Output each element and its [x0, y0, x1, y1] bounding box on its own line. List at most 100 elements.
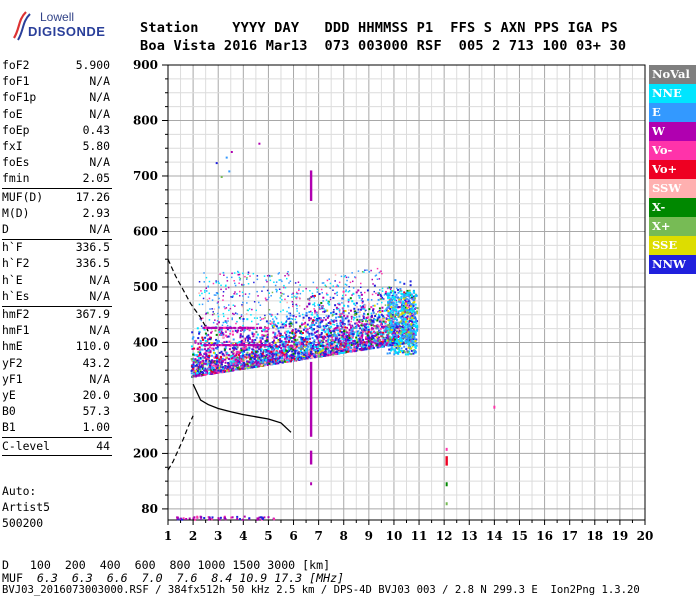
echo-point — [237, 329, 239, 332]
echo-point — [412, 333, 415, 336]
echo-point — [369, 340, 372, 343]
echo-point — [292, 292, 294, 295]
echo-point — [278, 279, 280, 281]
echo-point — [347, 350, 350, 353]
echo-point — [335, 350, 338, 353]
echo-point — [223, 366, 226, 369]
echo-point — [408, 325, 411, 328]
echo-point — [392, 309, 395, 312]
echo-point — [350, 333, 353, 336]
echo-point — [176, 516, 179, 519]
echo-point — [396, 343, 398, 345]
echo-point — [281, 343, 284, 346]
echo-point — [194, 370, 197, 373]
echo-point — [378, 313, 380, 316]
echo-point — [310, 326, 313, 329]
echo-point — [359, 341, 362, 344]
echo-point — [379, 298, 382, 301]
echo-point — [416, 324, 419, 327]
param-row: h`F 336.5 — [2, 240, 110, 256]
echo-point — [329, 296, 332, 299]
echo-point — [286, 351, 289, 354]
echo-point — [359, 327, 362, 330]
echo-point — [286, 331, 289, 334]
echo-point — [212, 347, 215, 350]
echo-point — [383, 329, 386, 332]
echo-point — [287, 345, 290, 348]
echo-point — [278, 346, 281, 348]
echo-point — [274, 335, 277, 338]
echo-point — [364, 269, 366, 271]
echo-point — [325, 353, 327, 356]
echo-point — [248, 353, 251, 356]
echo-point — [398, 327, 401, 330]
echo-point — [284, 330, 287, 333]
echo-point — [326, 346, 329, 349]
echo-point — [315, 353, 318, 356]
echo-point — [359, 340, 362, 343]
echo-point — [282, 326, 285, 329]
echo-point — [293, 333, 296, 336]
footer-d-values: 100 200 400 600 800 1000 1500 3000 [km] — [8, 558, 331, 572]
echo-point — [378, 333, 381, 336]
echo-point — [239, 277, 242, 280]
echo-point — [362, 345, 365, 348]
echo-point — [404, 335, 407, 338]
echo-point — [233, 272, 236, 274]
echo-point — [241, 328, 244, 331]
echo-point — [401, 350, 404, 353]
echo-point — [288, 334, 291, 337]
echo-point — [283, 323, 286, 326]
echo-point — [264, 340, 267, 343]
echo-point — [311, 322, 314, 325]
echo-point — [410, 318, 413, 321]
echo-point — [194, 341, 197, 344]
isolated-echo — [445, 456, 448, 466]
echo-point — [324, 284, 326, 286]
echo-point — [347, 342, 349, 345]
echo-point — [391, 336, 393, 339]
echo-point — [402, 324, 405, 327]
echo-point — [382, 325, 385, 328]
echo-point — [203, 362, 206, 365]
echo-point — [301, 342, 304, 345]
echo-point — [322, 341, 324, 344]
echo-point — [355, 349, 358, 352]
param-value: N/A — [89, 371, 110, 386]
echo-point — [267, 298, 269, 301]
echo-point — [215, 294, 217, 296]
echo-point — [400, 336, 403, 339]
echo-point — [391, 340, 394, 343]
echo-point — [403, 307, 405, 310]
echo-point — [241, 326, 244, 329]
echo-point — [322, 282, 325, 284]
echo-point — [271, 341, 274, 344]
echo-point — [267, 350, 270, 353]
echo-point — [292, 347, 295, 350]
echo-point — [212, 367, 215, 369]
echo-point — [299, 332, 302, 334]
echo-point — [387, 332, 390, 335]
echo-point — [205, 326, 207, 328]
echo-point — [356, 341, 359, 344]
echo-point — [406, 315, 409, 318]
echo-point — [221, 344, 224, 347]
echo-point — [366, 336, 369, 339]
echo-point — [235, 293, 237, 295]
echo-point — [300, 333, 303, 335]
isolated-echo — [309, 450, 313, 465]
echo-point — [304, 327, 307, 330]
echo-point — [233, 362, 236, 365]
echo-point — [297, 345, 300, 347]
echo-point — [377, 327, 379, 330]
echo-point — [225, 340, 228, 343]
echo-point — [279, 361, 281, 364]
param-value: N/A — [89, 323, 110, 338]
echo-point — [348, 331, 351, 334]
param-separator — [2, 455, 112, 457]
echo-point — [381, 272, 383, 275]
echo-point — [327, 354, 330, 357]
echo-point — [325, 285, 327, 288]
echo-point — [224, 345, 227, 348]
footer-d-label: D — [2, 558, 9, 572]
